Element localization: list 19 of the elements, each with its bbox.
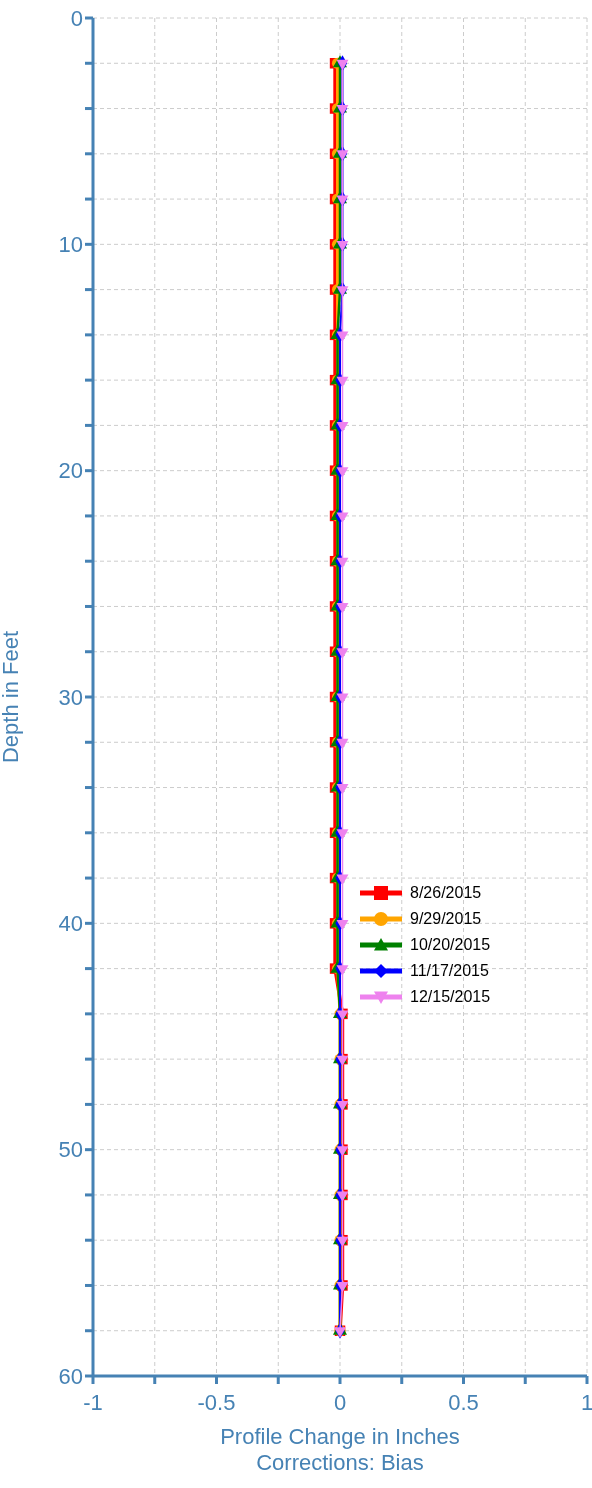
y-tick-label: 0 [70, 5, 83, 31]
legend-label: 10/20/2015 [410, 936, 491, 954]
y-tick-label: 40 [58, 911, 83, 937]
legend-label: 9/29/2015 [410, 910, 482, 928]
y-tick-label: 60 [58, 1363, 83, 1389]
x-tick-label: 0 [333, 1389, 347, 1415]
legend-label: 8/26/2015 [410, 884, 482, 902]
x-tick-label: -1 [83, 1389, 103, 1415]
y-tick-label: 10 [58, 232, 83, 258]
x-tick-label: 1 [580, 1389, 592, 1415]
x-tick-label: -0.5 [197, 1389, 236, 1415]
y-tick-label: 20 [58, 458, 83, 484]
y-tick-label: 30 [58, 684, 83, 710]
x-axis-title: Profile Change in Inches Corrections: Bias [220, 1424, 460, 1475]
legend-label: 12/15/2015 [410, 988, 491, 1006]
y-axis-title: Depth in Feet [0, 630, 23, 764]
legend-label: 11/17/2015 [410, 962, 489, 980]
x-tick-label: 0.5 [448, 1389, 479, 1415]
y-tick-label: 50 [58, 1137, 83, 1163]
